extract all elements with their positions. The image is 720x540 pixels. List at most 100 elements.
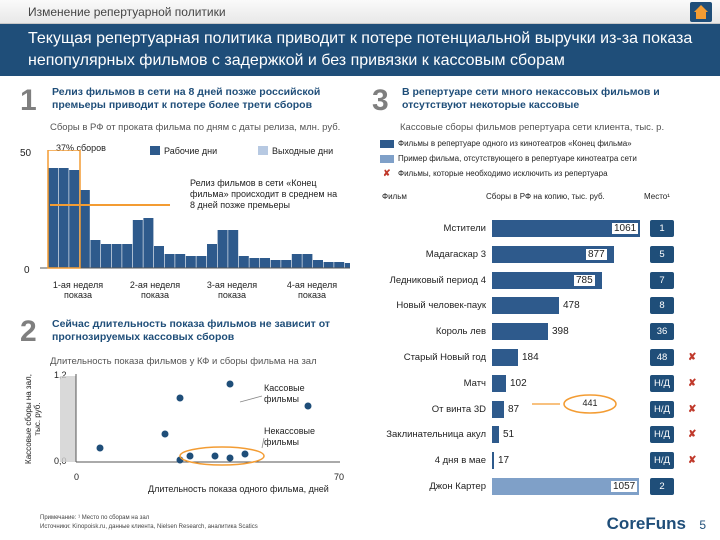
- section-1-number: 1: [20, 84, 37, 117]
- s1-bar: [260, 258, 270, 268]
- film-place-badge: 1: [650, 220, 674, 237]
- footer-note: Примечание: ¹ Место по сборам на зал: [40, 515, 150, 521]
- film-bar: [492, 374, 506, 392]
- legend-missing-label: Пример фильма, отсутствующего в репертуа…: [398, 154, 637, 163]
- avg-value: 441: [582, 398, 598, 408]
- exclude-icon: ✘: [688, 403, 697, 415]
- s1-week-3: 3-ая неделя показа: [206, 280, 258, 300]
- film-name: Старый Новый год: [403, 352, 486, 363]
- film-value: 17: [498, 455, 510, 467]
- film-place-badge: Н/Д: [650, 452, 674, 470]
- s1-bar: [111, 244, 122, 268]
- s2-point: [241, 450, 249, 458]
- s1-bar: [154, 246, 164, 268]
- s1-bar: [207, 244, 217, 268]
- s2-point: [176, 394, 184, 402]
- film-value: 102: [510, 377, 527, 389]
- s1-bar: [90, 240, 101, 268]
- s1-highlight: [47, 150, 81, 269]
- s1-bar: [302, 254, 313, 268]
- film-place-badge: 2: [650, 478, 674, 495]
- s1-y-top: 50: [20, 148, 32, 159]
- s2-xlabel: Длительность показа одного фильма, дней: [148, 484, 329, 494]
- film-value: 1057: [611, 481, 638, 492]
- s1-bar: [164, 254, 175, 268]
- s2-point: [226, 454, 234, 462]
- s2-scatter: [60, 374, 340, 466]
- s2-label-hits: Кассовые фильмы: [264, 383, 305, 404]
- film-value: 785: [574, 274, 595, 286]
- s2-point: [161, 430, 169, 438]
- film-bar: [492, 426, 499, 444]
- film-value: 87: [508, 403, 520, 415]
- exclude-icon: ✘: [688, 455, 697, 467]
- s1-bar: [132, 220, 143, 268]
- film-name: Король лев: [435, 326, 486, 338]
- film-place-badge: Н/Д: [650, 400, 674, 418]
- section-3-subtitle: Кассовые сборы фильмов репертуара сети к…: [400, 122, 665, 133]
- legend-in-rep-swatch: [380, 140, 394, 148]
- film-bar: [492, 245, 614, 263]
- section-1-title: Релиз фильмов в сети на 8 дней позже рос…: [52, 86, 321, 111]
- breadcrumb: Изменение репертуарной политики: [28, 5, 226, 19]
- film-value: 877: [586, 248, 607, 260]
- legend-work-swatch: [150, 146, 160, 155]
- s1-bar: [48, 168, 58, 268]
- legend-weekend-swatch: [258, 146, 268, 155]
- s1-callout: 37% сборов: [56, 143, 106, 153]
- s1-bar: [69, 170, 80, 268]
- s1-bar: [143, 218, 154, 268]
- film-name: Новый человек-паук: [396, 300, 486, 312]
- section-3-title: В репертуаре сети много некассовых фильм…: [402, 86, 660, 111]
- film-name: Мадагаскар 3: [425, 248, 486, 260]
- film-place-badge: 7: [650, 271, 674, 289]
- section-1-subtitle: Сборы в РФ от проката фильма по дням с д…: [50, 122, 341, 133]
- film-name: 4 дня в мае: [434, 455, 486, 467]
- s1-bar-chart: [40, 150, 350, 269]
- s1-annotation: Релиз фильмов в сети «Конец фильма» прои…: [190, 178, 338, 210]
- footer-source: Источники: Kinopoisk.ru, данные клиента,…: [40, 524, 258, 530]
- title-bar: Текущая репертуарная политика приводит к…: [0, 24, 720, 76]
- s1-bar: [344, 263, 350, 268]
- s1-bar: [58, 168, 69, 268]
- page-number: 5: [699, 518, 706, 532]
- film-value: 51: [503, 429, 515, 441]
- home-icon[interactable]: [690, 2, 712, 22]
- col-film: Фильм: [382, 192, 407, 201]
- s2-x-zero: 0: [74, 472, 80, 482]
- section-3-number: 3: [372, 84, 389, 117]
- legend-in-rep-label: Фильмы в репертуаре одного из кинотеатро…: [398, 139, 632, 148]
- film-bar: [492, 478, 639, 495]
- s1-bar: [281, 260, 292, 268]
- exclude-icon: ✘: [688, 429, 697, 441]
- s1-bar: [79, 190, 90, 268]
- s2-x-max: 70: [334, 472, 345, 482]
- section-2-number: 2: [20, 315, 37, 348]
- s1-bar: [122, 244, 133, 268]
- film-name: От винта 3D: [431, 403, 486, 415]
- film-place-badge: Н/Д: [650, 426, 674, 444]
- s2-point: [186, 452, 194, 460]
- s2-ylabel: Кассовые сборы на зал, тыс. руб.: [24, 374, 42, 464]
- s1-bar: [101, 244, 111, 268]
- section-2-subtitle: Длительность показа фильмов у КФ и сборы…: [50, 356, 317, 367]
- s1-bar: [196, 256, 207, 268]
- film-place-badge: 36: [650, 323, 674, 341]
- legend-work-label: Рабочие дни: [164, 146, 218, 156]
- legend-weekend-label: Выходные дни: [272, 146, 334, 156]
- film-name: Заклинательница акул: [386, 429, 486, 441]
- film-place-badge: Н/Д: [650, 374, 674, 392]
- s1-bar: [323, 262, 334, 268]
- film-value: 1061: [612, 223, 639, 234]
- s2-point: [226, 380, 234, 388]
- s2-label-flops: Некассовые фильмы: [264, 426, 316, 447]
- s2-flop-ellipse: [179, 446, 265, 466]
- s2-point: [304, 402, 312, 410]
- s1-bar: [217, 230, 228, 268]
- s1-week-4: 4-ая неделя показа: [286, 280, 338, 300]
- film-name: Мстители: [443, 223, 487, 234]
- film-name: Джон Картер: [429, 481, 486, 492]
- s1-week-2: 2-ая неделя показа: [129, 280, 181, 300]
- col-place: Место¹: [644, 192, 670, 201]
- film-value: 184: [522, 352, 539, 363]
